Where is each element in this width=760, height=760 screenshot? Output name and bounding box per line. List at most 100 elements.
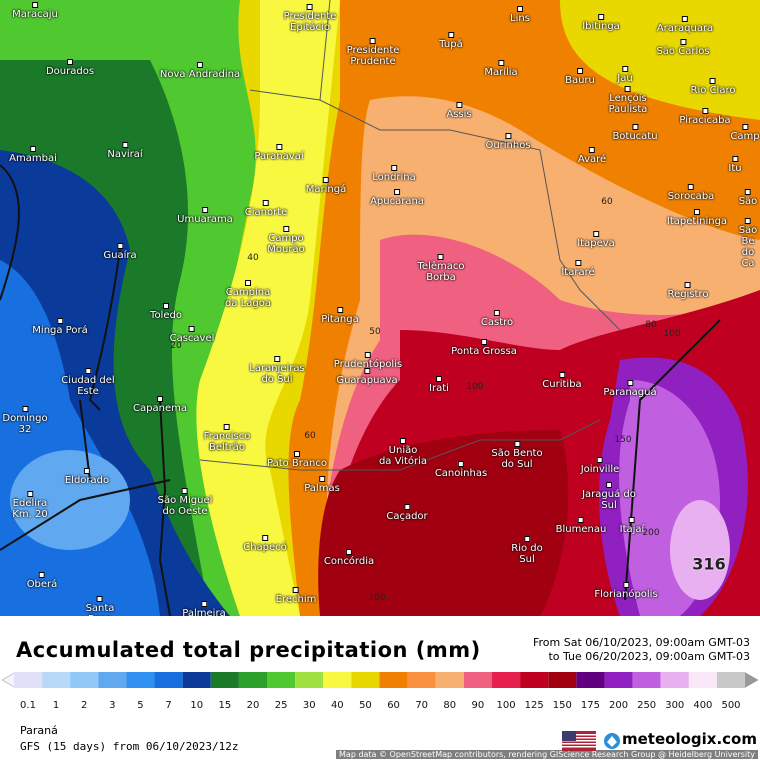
city-label: Presidente Prudente xyxy=(347,38,400,67)
legend-label: 3 xyxy=(109,700,115,711)
city-label: São Be do Ca xyxy=(739,218,758,269)
city-label: Avaré xyxy=(578,147,606,165)
city-label: Botucatu xyxy=(612,124,657,142)
brand[interactable]: meteologix.com xyxy=(622,730,757,748)
contour-label: 200 xyxy=(642,528,660,538)
city-label: Piracicaba xyxy=(679,108,730,126)
legend-label: 15 xyxy=(218,700,231,711)
contour-label: 40 xyxy=(247,253,259,263)
city-label: Florianópolis xyxy=(594,582,657,600)
city-label: Joinville xyxy=(581,457,620,475)
legend-swatch xyxy=(267,672,296,688)
city-label: Umuarama xyxy=(177,207,233,225)
city-label: Dourados xyxy=(46,59,94,77)
city-label: Minga Porá xyxy=(32,318,87,336)
city-label: União da Vitória xyxy=(379,438,427,467)
city-label: Rio do Sul xyxy=(511,536,543,565)
legend-label: 40 xyxy=(331,700,344,711)
color-legend: 0.1 1 2 3 5 7 10 15 20 25 30 40 50 60 70 80 90 100 125 150 1… xyxy=(1,671,759,711)
city-label: Tupã xyxy=(439,32,462,50)
city-label: Sorocaba xyxy=(668,184,715,202)
city-label: Oberá xyxy=(27,572,58,590)
city-label: Paranaguá xyxy=(603,380,656,398)
legend-label: 80 xyxy=(443,700,456,711)
legend-label: 100 xyxy=(496,700,515,711)
city-label: Pitanga xyxy=(321,307,358,325)
city-label: Curitiba xyxy=(542,372,581,390)
city-label: Ciudad del Este xyxy=(61,368,114,397)
legend-label: 10 xyxy=(190,700,203,711)
city-label: Jaú xyxy=(617,66,632,84)
city-label: São Carlos xyxy=(656,39,709,57)
city-label: Ourinhos xyxy=(485,133,530,151)
legend-label: 5 xyxy=(137,700,143,711)
city-label: Chapecó xyxy=(243,535,287,553)
legend-swatch xyxy=(42,672,71,688)
legend-swatch xyxy=(716,672,746,688)
legend-swatch xyxy=(463,672,492,688)
legend-label: 90 xyxy=(472,700,485,711)
region: Paraná xyxy=(20,724,58,737)
city-label: Rio Claro xyxy=(691,78,736,96)
city-label: Paranavaí xyxy=(254,144,303,162)
city-label: Amambai xyxy=(9,146,57,164)
contour-label: 100 xyxy=(368,593,386,603)
legend-swatch xyxy=(407,672,436,688)
city-label: Apucarana xyxy=(370,189,424,207)
us-flag xyxy=(562,731,596,751)
city-label: Santa Rosa xyxy=(86,596,115,616)
period-from: From Sat 06/10/2023, 09:00am GMT-03 xyxy=(532,636,750,649)
legend-label: 1 xyxy=(53,700,59,711)
city-label: Telêmaco Borba xyxy=(418,254,465,283)
legend-label: 2 xyxy=(81,700,87,711)
city-label: Itajaí xyxy=(620,517,645,535)
legend-swatch xyxy=(435,672,464,688)
city-label: Itapeva xyxy=(577,231,615,249)
city-label: Araraquara xyxy=(657,16,713,34)
city-label: São Bento do Sul xyxy=(491,441,542,470)
legend-label: 20 xyxy=(247,700,260,711)
legend-label: 125 xyxy=(525,700,544,711)
city-label: Naviraí xyxy=(107,142,142,160)
legend-swatch xyxy=(351,672,380,688)
legend-label: 250 xyxy=(637,700,656,711)
city-label: Concórdia xyxy=(324,549,374,567)
legend-label: 30 xyxy=(303,700,316,711)
city-label: Ibitinga xyxy=(582,14,620,32)
contour-label: 100 xyxy=(466,382,484,392)
legend-label: 0.1 xyxy=(20,700,36,711)
city-label: Toledo xyxy=(150,303,182,321)
contour-label: 20 xyxy=(170,341,182,351)
city-label: Campo Mourão xyxy=(267,226,304,255)
city-label: Camp xyxy=(730,124,759,142)
city-label: Ponta Grossa xyxy=(451,339,517,357)
city-label: Registro xyxy=(668,282,709,300)
legend-label: 70 xyxy=(415,700,428,711)
legend-swatch xyxy=(576,672,605,688)
city-label: Marília xyxy=(484,60,517,78)
city-label: Prudentópolis xyxy=(334,352,402,370)
legend-swatch xyxy=(13,672,43,688)
city-label: Blumenau xyxy=(556,517,607,535)
legend-label: 25 xyxy=(275,700,288,711)
city-label: Caçador xyxy=(386,504,427,522)
legend-label: 50 xyxy=(359,700,372,711)
legend-label: 150 xyxy=(553,700,572,711)
legend-swatch xyxy=(70,672,99,688)
city-label: Eldorado xyxy=(65,468,109,486)
city-label: Campina da Lagoa xyxy=(225,280,271,309)
legend-swatch xyxy=(632,672,661,688)
city-label: Canoinhas xyxy=(435,461,487,479)
contour-label: 60 xyxy=(601,197,613,207)
legend-swatch xyxy=(548,672,577,688)
city-label: Laranjeiras do Sul xyxy=(249,356,304,385)
legend-swatch xyxy=(520,672,549,688)
city-label: Guaíra xyxy=(103,243,136,261)
city-label: Erechim xyxy=(276,587,317,605)
legend-label: 500 xyxy=(721,700,740,711)
legend-swatch xyxy=(210,672,239,688)
legend-swatch xyxy=(688,672,717,688)
legend-label: 400 xyxy=(693,700,712,711)
contour-label: 60 xyxy=(304,431,316,441)
